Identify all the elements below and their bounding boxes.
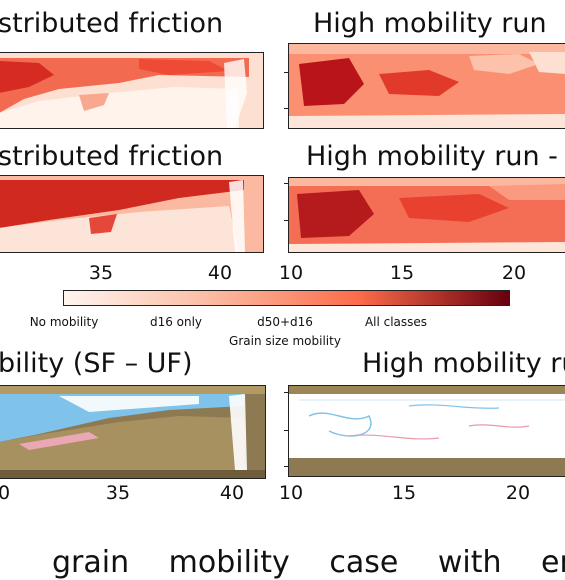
panel-title-r3-right: High mobility ru xyxy=(362,348,565,379)
xtick-right-20: 20 xyxy=(501,262,527,284)
xtick-bottom-left-0: 0 xyxy=(0,482,11,504)
xtick-bottom-right-10: 10 xyxy=(278,482,304,504)
colorbar-label-d50-d16: d50+d16 xyxy=(257,315,313,329)
map-panel-r1-right xyxy=(288,43,565,129)
xtick-bottom-right-20: 20 xyxy=(505,482,531,504)
ytick-r1-a xyxy=(284,72,288,73)
ytick-r2-b xyxy=(284,220,288,221)
colorbar-label-d16: d16 only xyxy=(149,315,203,329)
xtick-bottom-left-35: 35 xyxy=(105,482,131,504)
colorbar-label-all: All classes xyxy=(364,315,428,329)
ytick-r3-a xyxy=(284,392,288,393)
ytick-r1-b xyxy=(284,108,288,109)
difference-panel-right xyxy=(288,385,565,477)
xtick-left-40: 40 xyxy=(207,262,233,284)
panel-title-r2-left: stributed friction xyxy=(0,141,224,172)
colorbar xyxy=(63,290,510,306)
caption-text: grain mobility case with en xyxy=(52,545,565,580)
panel-title-r1-right: High mobility run xyxy=(313,8,547,39)
xtick-right-15: 15 xyxy=(389,262,415,284)
difference-panel-left xyxy=(0,385,266,479)
xtick-bottom-right-15: 15 xyxy=(391,482,417,504)
ytick-r3-c xyxy=(284,466,288,467)
panel-title-r2-right: High mobility run - xyxy=(306,141,558,172)
xtick-left-35: 35 xyxy=(88,262,114,284)
ytick-r3-b xyxy=(284,430,288,431)
xtick-right-10: 10 xyxy=(278,262,304,284)
panel-title-r3-left: bility (SF – UF) xyxy=(0,348,193,379)
panel-title-r1-left: stributed friction xyxy=(0,8,224,39)
map-panel-r1-left xyxy=(0,52,264,129)
colorbar-title: Grain size mobility xyxy=(229,334,341,348)
map-panel-r2-left xyxy=(0,175,264,253)
colorbar-label-no-mobility: No mobility xyxy=(29,315,99,329)
ytick-r2-a xyxy=(284,183,288,184)
map-panel-r2-right xyxy=(288,177,565,253)
xtick-bottom-left-40: 40 xyxy=(219,482,245,504)
